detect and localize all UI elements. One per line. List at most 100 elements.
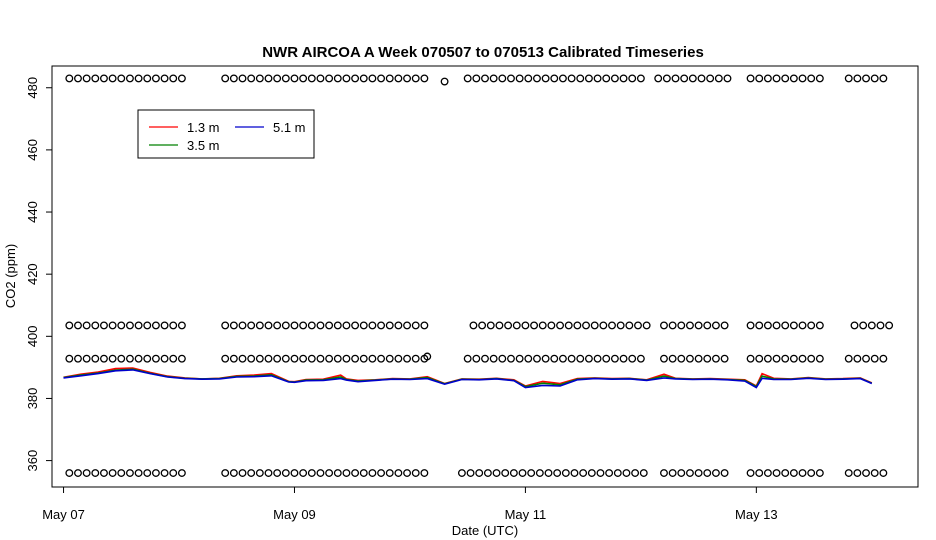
- x-axis: May 07 May 09 May 11 May 13: [42, 487, 778, 522]
- calibration-marker: [694, 469, 703, 477]
- calibration-marker: [100, 354, 108, 363]
- y-tick-label: 360: [25, 450, 40, 472]
- calibration-marker: [368, 74, 377, 83]
- calibration-marker: [316, 354, 325, 363]
- calibration-marker: [720, 354, 729, 363]
- calibration-marker: [177, 321, 186, 330]
- calibration-marker: [82, 321, 91, 330]
- calibration-marker: [169, 74, 178, 83]
- calibration-marker: [772, 321, 781, 330]
- calibration-marker: [844, 354, 853, 363]
- calibration-marker: [221, 469, 230, 477]
- calibration-marker: [100, 74, 108, 83]
- calibration-marker: [807, 321, 816, 330]
- y-tick-label: 440: [25, 201, 40, 223]
- calibration-markers: [65, 74, 894, 477]
- x-tick-label: May 07: [42, 507, 85, 522]
- calibration-marker: [746, 469, 755, 477]
- calibration-marker: [492, 469, 501, 477]
- calibration-marker: [273, 354, 282, 363]
- calibration-marker: [593, 354, 602, 363]
- calibration-marker: [613, 469, 622, 477]
- calibration-marker: [108, 354, 117, 363]
- legend-label: 5.1 m: [273, 120, 306, 135]
- calibration-marker: [625, 321, 634, 330]
- calibration-marker: [82, 354, 91, 363]
- y-tick-label: 400: [25, 325, 40, 347]
- y-axis-label: CO2 (ppm): [3, 244, 18, 308]
- calibration-marker: [593, 74, 602, 83]
- calibration-marker: [125, 74, 134, 83]
- calibration-marker: [91, 469, 100, 477]
- calibration-marker: [584, 74, 593, 83]
- calibration-marker: [151, 354, 160, 363]
- calibration-marker: [333, 74, 342, 83]
- calibration-marker: [65, 354, 74, 363]
- calibration-marker: [772, 74, 781, 83]
- calibration-marker: [273, 74, 282, 83]
- calibration-marker: [677, 469, 686, 477]
- calibration-marker: [634, 321, 642, 330]
- calibration-marker: [622, 469, 631, 477]
- calibration-marker: [498, 354, 507, 363]
- calibration-marker: [394, 321, 403, 330]
- calibration-marker: [576, 354, 585, 363]
- calibration-marker: [763, 74, 772, 83]
- calibration-marker: [755, 469, 764, 477]
- calibration-marker: [798, 74, 807, 83]
- calibration-marker: [466, 469, 475, 477]
- calibration-marker: [498, 74, 507, 83]
- calibration-marker: [125, 469, 134, 477]
- calibration-marker: [602, 354, 611, 363]
- calibration-marker: [584, 354, 593, 363]
- calibration-marker: [567, 74, 576, 83]
- calibration-marker: [82, 74, 91, 83]
- calibration-marker: [561, 469, 570, 477]
- calibration-marker: [859, 321, 868, 330]
- calibration-marker: [541, 74, 550, 83]
- calibration-marker: [463, 74, 472, 83]
- calibration-marker: [325, 321, 334, 330]
- calibration-marker: [781, 469, 790, 477]
- calibration-marker: [411, 469, 420, 477]
- calibration-marker: [763, 354, 772, 363]
- calibration-marker: [65, 321, 74, 330]
- calibration-marker: [299, 74, 308, 83]
- calibration-marker: [697, 74, 706, 83]
- calibration-marker: [264, 321, 273, 330]
- calibration-marker: [247, 321, 256, 330]
- calibration-marker: [368, 469, 377, 477]
- calibration-marker: [394, 469, 403, 477]
- calibration-marker: [420, 469, 429, 477]
- calibration-marker: [229, 321, 238, 330]
- calibration-marker: [333, 354, 342, 363]
- calibration-marker: [628, 74, 637, 83]
- calibration-marker: [290, 74, 299, 83]
- calibration-marker: [342, 74, 351, 83]
- calibration-marker: [489, 74, 498, 83]
- calibration-marker: [273, 469, 282, 477]
- calibration-marker: [885, 321, 894, 330]
- calibration-marker: [377, 354, 386, 363]
- calibration-marker: [870, 469, 879, 477]
- calibration-marker: [515, 354, 524, 363]
- calibration-marker: [660, 321, 668, 330]
- calibration-marker: [333, 321, 342, 330]
- calibration-marker: [411, 321, 420, 330]
- calibration-marker: [238, 321, 247, 330]
- calibration-marker: [524, 354, 533, 363]
- calibration-marker: [394, 354, 403, 363]
- y-tick-label: 480: [25, 77, 40, 99]
- calibration-marker: [781, 354, 790, 363]
- calibration-marker: [512, 321, 521, 330]
- calibration-marker: [238, 354, 247, 363]
- calibration-marker: [91, 321, 100, 330]
- chart-title: NWR AIRCOA A Week 070507 to 070513 Calib…: [262, 44, 704, 61]
- calibration-marker: [281, 321, 290, 330]
- calibration-marker: [853, 74, 862, 83]
- calibration-marker: [723, 74, 732, 83]
- calibration-marker: [844, 74, 853, 83]
- calibration-marker: [862, 469, 870, 477]
- calibration-marker: [686, 321, 694, 330]
- calibration-marker: [688, 74, 697, 83]
